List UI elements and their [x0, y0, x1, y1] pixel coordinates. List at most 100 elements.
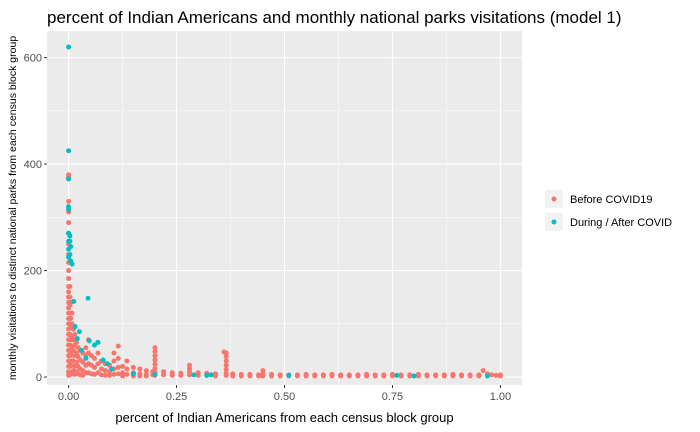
- data-point-series-1: [476, 373, 482, 379]
- data-point-series-1: [137, 366, 143, 372]
- data-point-series-1: [73, 339, 79, 345]
- data-point-series-2: [71, 298, 77, 304]
- y-tick-label: 0: [36, 372, 42, 384]
- data-point-series-1: [329, 373, 335, 379]
- data-point-series-2: [208, 372, 214, 378]
- data-point-series-1: [92, 364, 97, 370]
- data-point-series-1: [67, 294, 73, 300]
- data-point-series-1: [107, 372, 113, 378]
- data-point-series-1: [120, 363, 126, 369]
- data-point-series-1: [415, 373, 421, 379]
- data-point-series-1: [98, 372, 104, 378]
- data-point-series-1: [152, 361, 158, 367]
- data-point-series-1: [407, 373, 413, 379]
- data-point-series-2: [69, 261, 75, 267]
- data-point-series-1: [130, 364, 136, 370]
- legend-key-1: [551, 196, 557, 202]
- data-point-series-1: [187, 372, 192, 378]
- legend-label-2: During / After COVID: [570, 217, 672, 229]
- x-tick-label: 0.75: [382, 391, 403, 403]
- data-point-series-2: [79, 347, 85, 353]
- data-point-series-2: [104, 361, 110, 367]
- data-point-series-1: [137, 373, 143, 379]
- y-axis-title: monthly visitations to distinct national…: [7, 36, 19, 380]
- data-point-series-1: [223, 350, 229, 356]
- data-point-series-2: [109, 366, 115, 372]
- data-point-series-2: [191, 372, 197, 378]
- data-point-series-1: [467, 373, 473, 379]
- legend-label-1: Before COVID19: [570, 194, 653, 206]
- data-point-series-2: [484, 373, 490, 379]
- data-point-series-1: [95, 361, 101, 367]
- y-tick-label: 400: [24, 159, 42, 171]
- data-point-series-2: [152, 371, 158, 377]
- data-point-series-2: [74, 336, 80, 342]
- data-point-series-1: [98, 366, 104, 372]
- data-point-series-1: [124, 358, 130, 364]
- data-point-series-2: [66, 44, 72, 50]
- data-point-series-1: [66, 268, 72, 274]
- data-point-series-1: [223, 367, 229, 373]
- data-point-series-1: [256, 373, 262, 379]
- data-point-series-1: [72, 363, 78, 369]
- data-point-series-1: [111, 371, 117, 377]
- data-point-series-1: [69, 310, 75, 316]
- data-point-series-1: [67, 284, 73, 290]
- major-gridlines: [47, 31, 522, 385]
- x-tick-label: 0.00: [58, 391, 79, 403]
- data-point-series-2: [86, 338, 92, 344]
- data-point-series-1: [83, 345, 89, 351]
- data-point-series-1: [238, 373, 244, 379]
- x-tick-label: 0.25: [166, 391, 187, 403]
- data-point-series-1: [102, 368, 108, 374]
- data-point-series-1: [120, 373, 126, 379]
- data-point-series-1: [72, 331, 78, 337]
- data-point-series-2: [67, 252, 73, 258]
- data-point-series-1: [497, 373, 503, 379]
- chart-title: percent of Indian Americans and monthly …: [47, 8, 622, 27]
- data-point-series-1: [433, 373, 439, 379]
- data-point-series-2: [130, 371, 136, 377]
- data-point-series-1: [143, 373, 149, 379]
- data-point-series-2: [411, 373, 417, 379]
- data-point-series-2: [204, 372, 210, 378]
- data-point-series-1: [372, 373, 378, 379]
- data-point-series-2: [67, 238, 73, 244]
- data-point-series-1: [247, 373, 253, 379]
- data-point-series-1: [115, 364, 121, 370]
- data-point-series-1: [95, 350, 101, 356]
- data-point-series-1: [355, 373, 361, 379]
- x-tick-label: 1.00: [490, 391, 511, 403]
- data-point-series-2: [76, 329, 82, 335]
- data-point-series-1: [152, 353, 158, 359]
- data-point-series-1: [115, 371, 121, 377]
- data-point-series-1: [346, 373, 352, 379]
- data-point-series-1: [389, 373, 395, 379]
- legend-key-2: [551, 219, 557, 225]
- data-point-series-2: [95, 339, 101, 345]
- data-point-series-1: [260, 373, 266, 379]
- data-point-series-1: [178, 372, 184, 378]
- axis-ticks: 0.00 0.25 0.50 0.75 1.00 0 200 400 600: [24, 53, 511, 403]
- data-point-series-1: [152, 348, 158, 354]
- data-point-series-1: [73, 350, 79, 356]
- x-axis-title: percent of Indian Americans from each ce…: [115, 410, 453, 425]
- data-point-series-1: [223, 358, 229, 364]
- data-point-series-1: [161, 372, 167, 378]
- data-point-series-1: [493, 372, 499, 378]
- data-point-series-1: [66, 198, 72, 204]
- data-point-series-1: [66, 276, 72, 282]
- data-point-series-1: [115, 343, 121, 349]
- data-point-series-1: [111, 350, 117, 356]
- data-point-series-1: [424, 373, 430, 379]
- data-point-series-2: [100, 357, 106, 363]
- data-point-series-1: [223, 372, 229, 378]
- x-tick-label: 0.50: [274, 391, 295, 403]
- data-point-series-1: [269, 373, 275, 379]
- data-point-series-1: [320, 373, 326, 379]
- data-point-series-2: [92, 342, 97, 348]
- data-point-series-1: [312, 373, 318, 379]
- data-point-series-1: [152, 345, 158, 351]
- data-point-series-1: [459, 373, 465, 379]
